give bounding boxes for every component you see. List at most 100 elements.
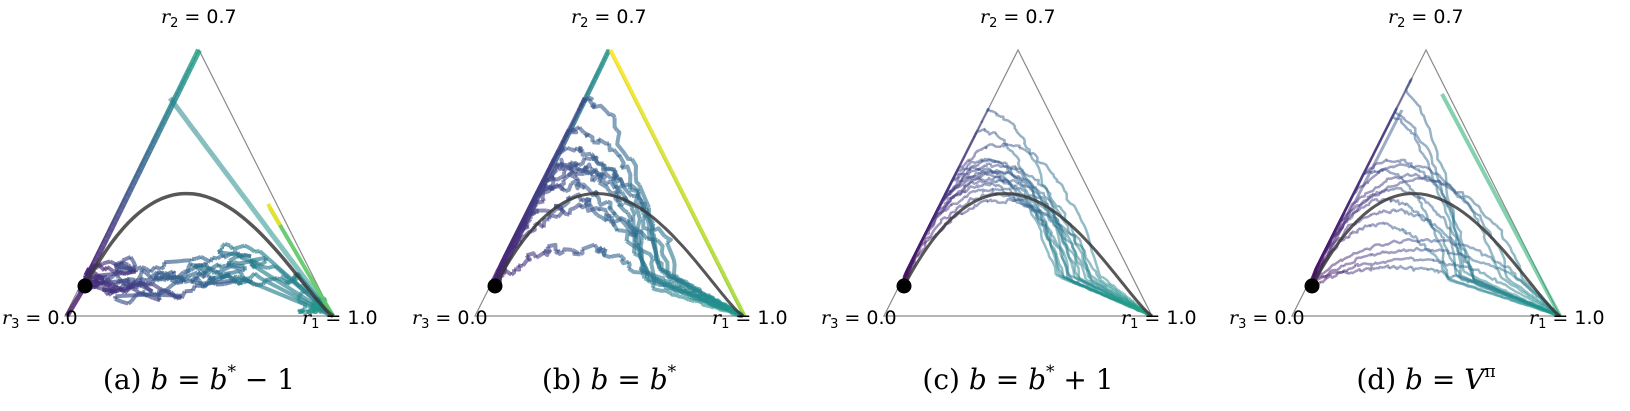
trajectory-segment (129, 178, 138, 188)
trajectory-segment (1049, 243, 1058, 258)
trajectory-segment (1502, 264, 1513, 271)
trajectory-segment (1090, 250, 1101, 276)
trajectory-segment (702, 235, 710, 244)
trajectory-segment (996, 187, 1005, 193)
trajectory-segment (950, 202, 959, 207)
trajectory-segment (1375, 140, 1382, 149)
trajectory-segment (671, 259, 677, 276)
trajectory-segment (212, 255, 218, 261)
trajectory-segment (979, 168, 984, 172)
trajectory-segment (1508, 286, 1515, 292)
trajectory-segment (1074, 242, 1084, 261)
trajectory-segment (1109, 296, 1120, 303)
trajectory-segment (618, 177, 626, 188)
trajectory-segment (1026, 146, 1034, 161)
trajectory-segment (1444, 239, 1452, 243)
trajectory-segment (218, 263, 227, 270)
trajectory-segment (1430, 159, 1438, 174)
trajectory-segment (1464, 255, 1472, 260)
trajectory-segment (1329, 238, 1339, 249)
trajectory-segment (1359, 204, 1367, 210)
trajectory-segment (1336, 270, 1345, 275)
trajectory-segment (1449, 240, 1458, 247)
trajectory-segment (222, 169, 232, 180)
trajectory-segment (176, 84, 185, 93)
trajectory-segment (1448, 236, 1455, 243)
trajectory-segment (1118, 299, 1127, 307)
trajectory-segment (595, 66, 603, 75)
trajectory-segment (91, 255, 101, 264)
trajectory-segment (1436, 185, 1443, 194)
trajectory-segment (618, 253, 626, 262)
trajectory-segment (1007, 165, 1017, 171)
vertex-label-r2: r2 = 0.7 (1388, 6, 1464, 31)
trajectory-segment (1374, 190, 1381, 196)
trajectory-segment (292, 263, 303, 274)
trajectory-segment (986, 173, 995, 178)
trajectory-segment (1023, 178, 1032, 188)
trajectory-segment (564, 128, 573, 138)
trajectory-segment (1346, 201, 1351, 207)
trajectory-segment (994, 132, 1003, 141)
trajectory-segment (687, 286, 695, 293)
trajectory-segment (231, 268, 240, 275)
trajectory-segment (1370, 192, 1376, 199)
trajectory-segment (93, 283, 99, 289)
trajectory-segment (988, 170, 995, 175)
trajectory-segment (943, 192, 951, 201)
trajectory-segment (224, 242, 231, 248)
trajectory-segment (1435, 212, 1442, 218)
trajectory-segment (126, 184, 135, 193)
trajectory-segment (1373, 261, 1382, 265)
trajectory-segment (1415, 177, 1425, 181)
trajectory-segment (1377, 181, 1385, 189)
trajectory-segment (709, 248, 717, 258)
trajectory-segment (179, 290, 187, 299)
trajectory-segment (1398, 117, 1406, 127)
trajectory-segment (665, 241, 676, 261)
trajectory-segment (1397, 158, 1402, 164)
trajectory-segment (585, 162, 593, 169)
trajectory-segment (1452, 241, 1460, 253)
trajectory-segment (1380, 168, 1388, 172)
trajectory-segment (1502, 282, 1510, 289)
trajectory-segment (1006, 119, 1013, 125)
trajectory-segment (1470, 285, 1483, 293)
trajectory-segment (238, 190, 249, 202)
trajectory-segment (254, 212, 265, 224)
trajectory-segment (1522, 282, 1528, 287)
trajectory-segment (1330, 267, 1340, 272)
trajectory-segment (1008, 148, 1019, 158)
trajectory-segment (1109, 282, 1117, 289)
trajectory-segment (267, 264, 276, 271)
trajectory-segment (1000, 187, 1011, 191)
panel-caption: (d) b = Vπ (1356, 362, 1496, 396)
trajectory-segment (619, 258, 630, 266)
trajectory-segment (612, 211, 617, 216)
trajectory-segment (1374, 161, 1383, 166)
trajectory-segment (1047, 167, 1055, 177)
simplex-group (64, 48, 336, 318)
trajectory-segment (1013, 174, 1021, 179)
trajectory-segment (607, 179, 617, 190)
trajectory-segment (123, 190, 133, 199)
panel-caption: (b) b = b* (541, 362, 677, 396)
trajectory-segment (1086, 281, 1095, 288)
trajectory-segment (1420, 113, 1428, 125)
trajectory-segment (1365, 195, 1371, 202)
trajectory-segment (612, 148, 621, 158)
trajectory-segment (694, 298, 703, 305)
trajectory-segment (1503, 259, 1509, 279)
trajectory-segment (670, 286, 679, 294)
trajectory-segment (1035, 216, 1045, 226)
vertex-label-r1: r1 = 1.0 (712, 307, 788, 332)
trajectory-segment (1370, 147, 1378, 159)
mean-trajectory-curve (83, 191, 335, 318)
trajectory-segment (1322, 273, 1331, 279)
trajectory-segment (1408, 128, 1415, 136)
trajectory-segment (247, 276, 251, 281)
trajectory-segment (1107, 292, 1117, 299)
trajectory-segment (669, 277, 677, 284)
trajectory-segment (997, 172, 1005, 179)
trajectory-segment (626, 261, 632, 270)
